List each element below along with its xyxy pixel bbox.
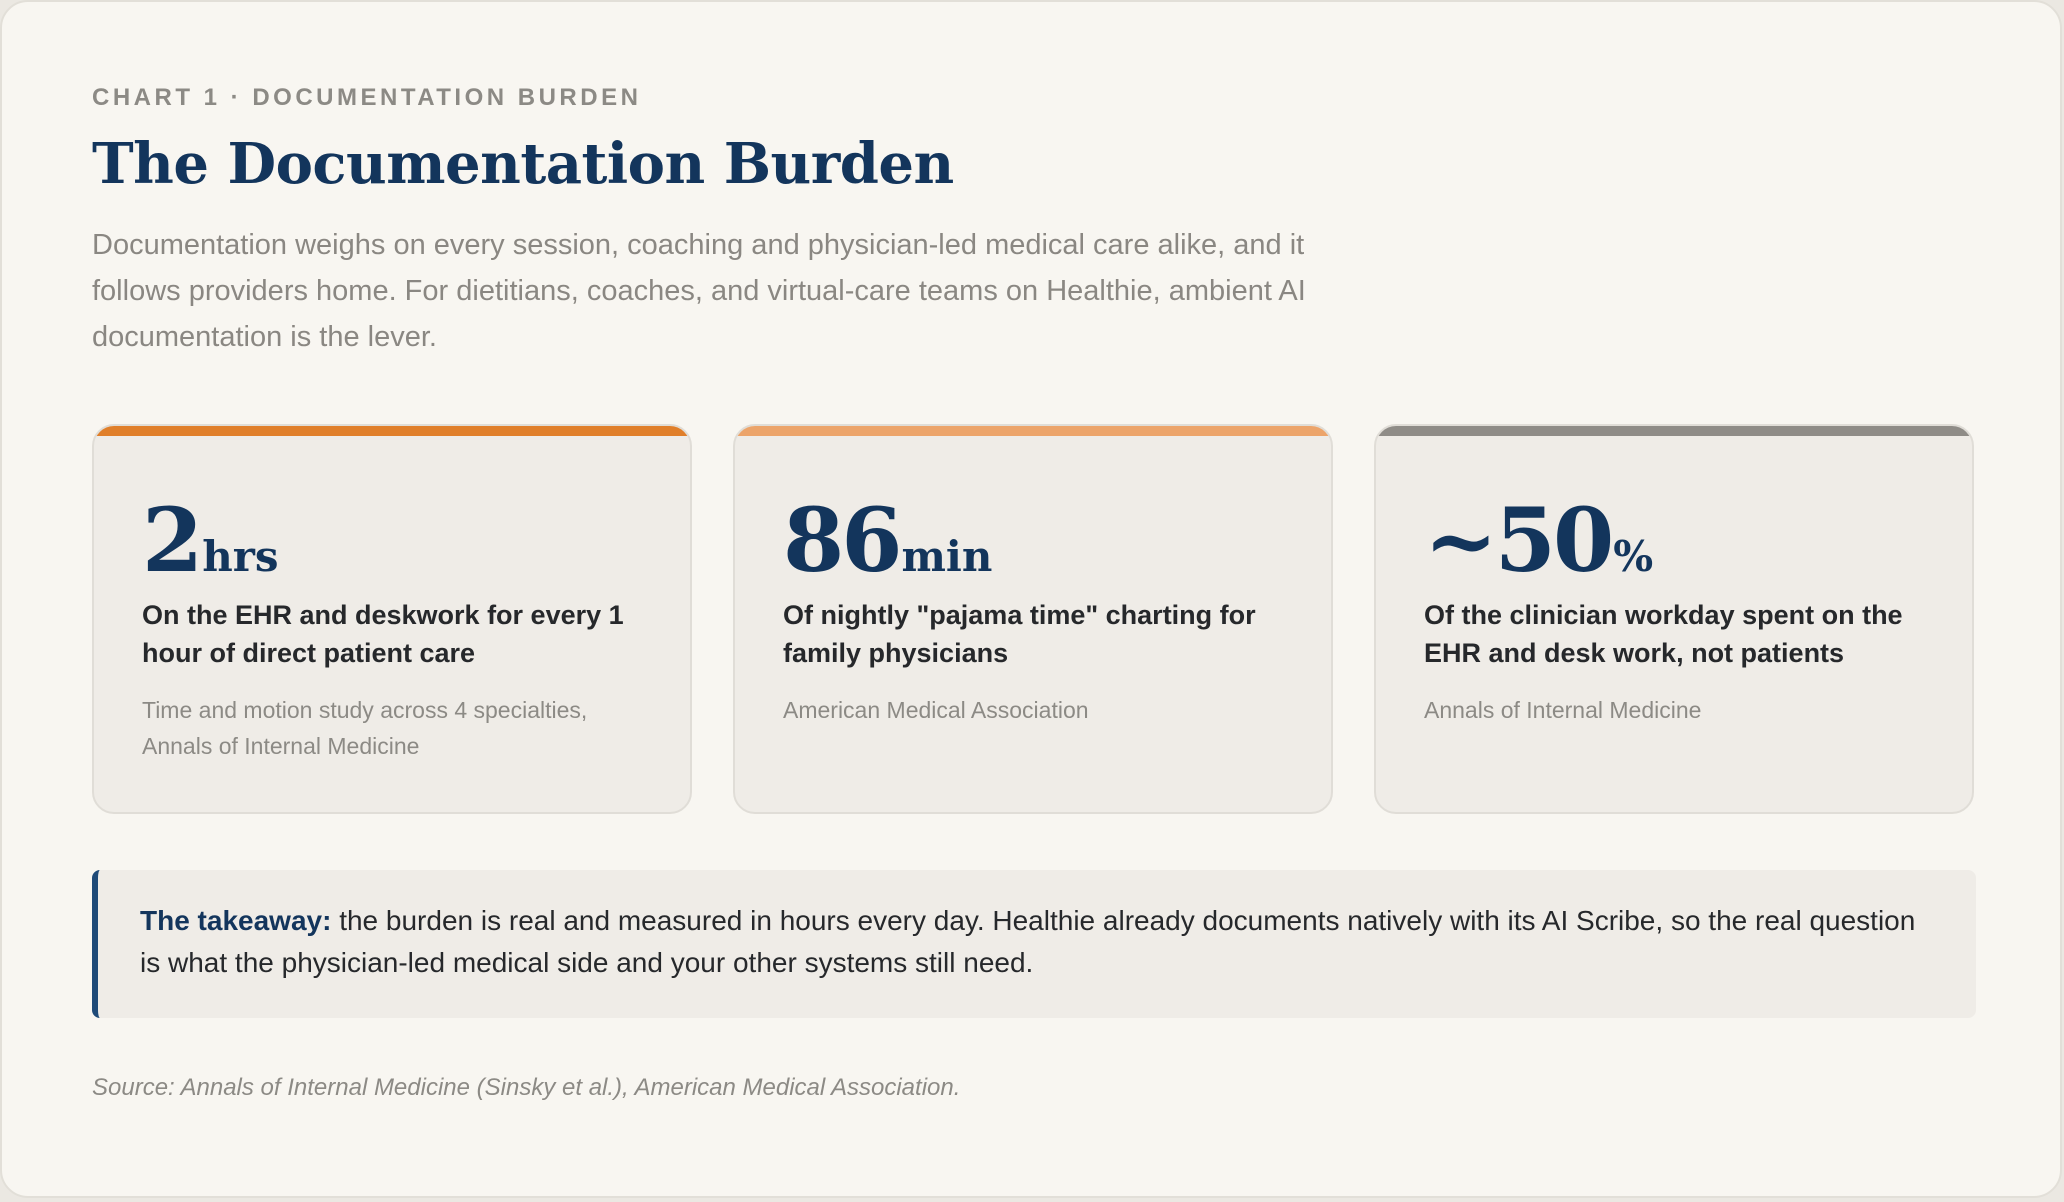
takeaway-callout: The takeaway: the burden is real and mea… — [92, 870, 1976, 1018]
page-title: The Documentation Burden — [92, 131, 954, 197]
page-subtitle: Documentation weighs on every session, c… — [92, 229, 1306, 353]
stat-unit: hrs — [202, 532, 279, 581]
stat-number: ~50 — [1424, 488, 1614, 592]
chart-eyebrow: CHART 1 · DOCUMENTATION BURDEN — [92, 84, 642, 111]
stat-source: Annals of Internal Medicine — [1424, 697, 1702, 723]
stat-source: Time and motion study across 4 specialti… — [142, 697, 588, 759]
stat-headline: Of nightly "pajama time" charting for fa… — [783, 600, 1256, 668]
stat-headline: On the EHR and deskwork for every 1 hour… — [142, 600, 624, 668]
stat-card-workday-share: ~50% Of the clinician workday spent on t… — [1374, 424, 1974, 814]
source-footnote: Source: Annals of Internal Medicine (Sin… — [92, 1074, 961, 1101]
stat-unit: min — [901, 532, 993, 581]
stat-value: 86min — [783, 488, 992, 592]
stat-accent-bar — [735, 426, 1331, 436]
stat-value: 2hrs — [142, 488, 279, 592]
takeaway-label: The takeaway: — [140, 905, 332, 936]
stat-headline: Of the clinician workday spent on the EH… — [1424, 600, 1903, 668]
stat-number: 2 — [142, 488, 203, 592]
stat-accent-bar — [1376, 426, 1972, 436]
stat-unit: % — [1613, 532, 1654, 581]
stat-accent-bar — [94, 426, 690, 436]
stat-number: 86 — [783, 488, 902, 592]
stat-card-pajama-time: 86min Of nightly "pajama time" charting … — [733, 424, 1333, 814]
stat-source: American Medical Association — [783, 697, 1089, 723]
takeaway-text: the burden is real and measured in hours… — [140, 905, 1916, 978]
stat-card-ehr-hours: 2hrs On the EHR and deskwork for every 1… — [92, 424, 692, 814]
stat-value: ~50% — [1424, 488, 1653, 592]
